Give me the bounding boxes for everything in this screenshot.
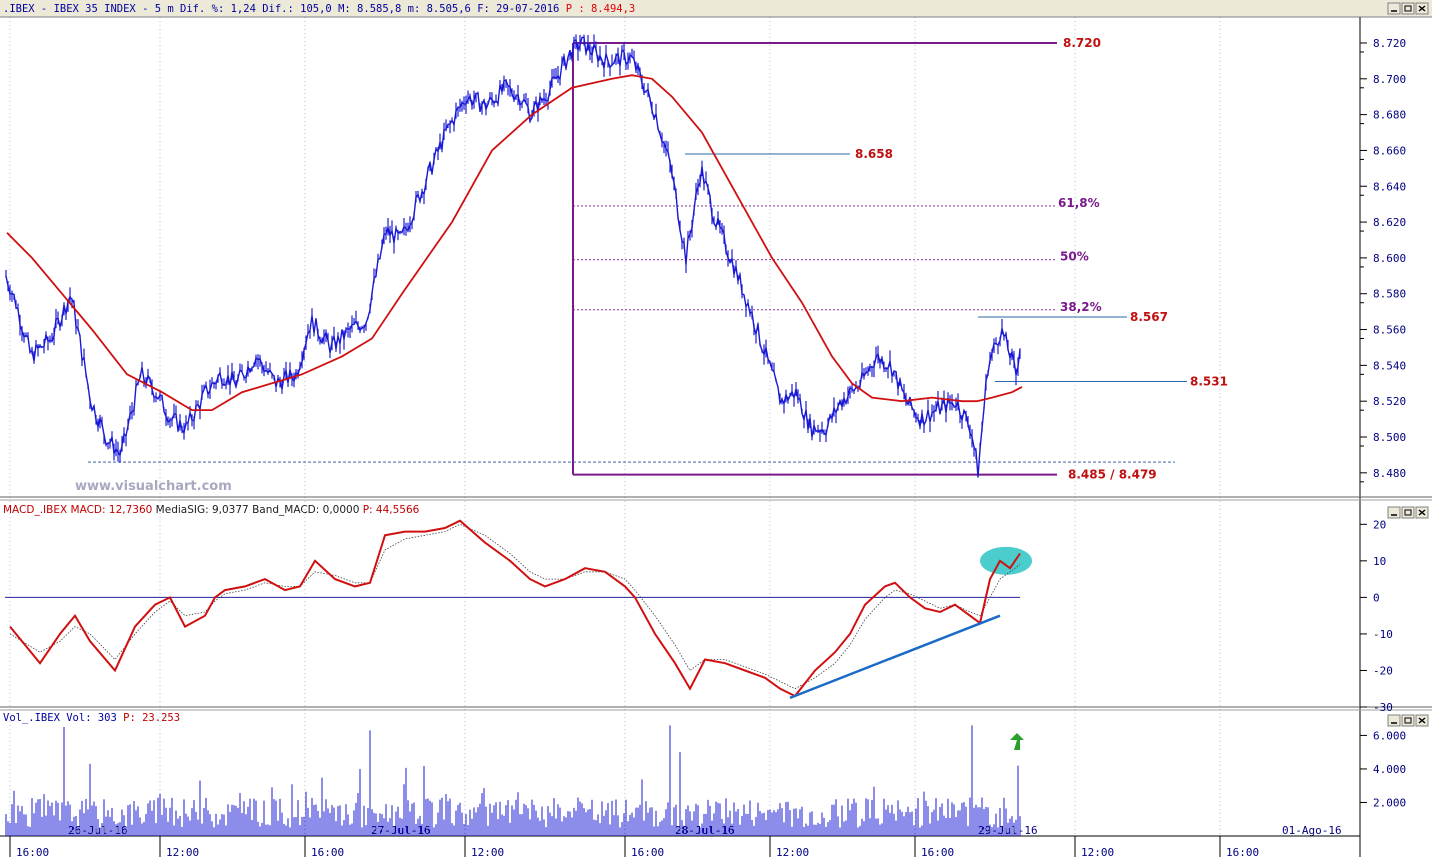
label-fib_50: 50%	[1060, 250, 1089, 264]
x-tick-label: 16:00	[311, 846, 344, 857]
price-tick-label: 8.680	[1373, 109, 1406, 122]
window-min-button[interactable]	[1387, 714, 1401, 727]
price-tick-label: 8.700	[1373, 73, 1406, 86]
price-tick-label: 8.480	[1373, 467, 1406, 480]
macd-tick-label: -10	[1373, 628, 1393, 641]
volume-tick-label: 4.000	[1373, 763, 1406, 776]
window-max-button[interactable]	[1401, 506, 1415, 519]
maximize-icon	[1404, 5, 1412, 12]
macd-tick-label: 10	[1373, 555, 1386, 568]
macd-tick-label: 20	[1373, 518, 1386, 531]
price-annotations: 8.720 8.485 / 8.479 61,8% 50% 38,2% 8.658 8.56…	[88, 36, 1228, 482]
price-tick-label: 8.540	[1373, 359, 1406, 372]
window-min-button[interactable]	[1387, 506, 1401, 519]
label-8720: 8.720	[1063, 36, 1101, 50]
x-tick-label: 12:00	[776, 846, 809, 857]
title-bar	[0, 0, 1432, 17]
label-8658: 8.658	[855, 147, 893, 161]
x-tick-label: 12:00	[1081, 846, 1114, 857]
price-line	[5, 36, 1021, 478]
price-tick-label: 8.640	[1373, 180, 1406, 193]
header-text: .IBEX - IBEX 35 INDEX - 5 m Dif. %: 1,24…	[3, 3, 635, 15]
maximize-icon	[1404, 509, 1412, 516]
window-min-button[interactable]	[1387, 2, 1401, 15]
volume-bars	[5, 725, 1021, 836]
volume-y-axis: 6.000 4.000 2.000	[1360, 729, 1406, 809]
macd-trendline	[789, 614, 1001, 700]
label-fib_618: 61,8%	[1058, 196, 1100, 210]
price-series	[5, 34, 1023, 478]
date-label: 29-Jul-16	[978, 824, 1038, 837]
date-label: 28-Jul-16	[675, 824, 735, 837]
window-close-button[interactable]	[1415, 506, 1429, 519]
price-tick-label: 8.500	[1373, 431, 1406, 444]
maximize-icon	[1404, 717, 1412, 724]
date-label: 27-Jul-16	[371, 824, 431, 837]
price-tick-label: 8.560	[1373, 324, 1406, 337]
window-close-button[interactable]	[1415, 714, 1429, 727]
price-bars	[5, 34, 1021, 478]
macd-tick-label: 0	[1373, 591, 1380, 604]
price-tick-label: 8.600	[1373, 252, 1406, 265]
x-tick-label: 16:00	[1226, 846, 1259, 857]
macd-tick-label: -20	[1373, 664, 1393, 677]
macd-series	[5, 519, 1032, 700]
x-tick-label: 16:00	[631, 846, 664, 857]
window-max-button[interactable]	[1401, 714, 1415, 727]
up-arrow-icon	[1010, 733, 1024, 750]
label-fib_382: 38,2%	[1060, 300, 1102, 314]
label-8531: 8.531	[1190, 374, 1228, 388]
macd-header: MACD_.IBEX MACD: 12,7360 MediaSIG: 9,037…	[3, 504, 420, 516]
price-tick-label: 8.580	[1373, 288, 1406, 301]
macd-highlight	[980, 546, 1032, 575]
volume-tick-label: 6.000	[1373, 729, 1406, 742]
close-icon	[1418, 5, 1426, 12]
x-tick-label: 12:00	[471, 846, 504, 857]
date-label: 26-Jul-16	[68, 824, 128, 837]
close-icon	[1418, 717, 1426, 724]
moving-average-line	[6, 74, 1023, 411]
x-tick-label: 12:00	[166, 846, 199, 857]
price-tick-label: 8.620	[1373, 216, 1406, 229]
window-close-button[interactable]	[1415, 2, 1429, 15]
price-tick-label: 8.720	[1373, 37, 1406, 50]
date-label: 01-Ago-16	[1282, 824, 1342, 837]
macd-tick-label: -30	[1373, 701, 1393, 714]
price-tick-label: 8.660	[1373, 144, 1406, 157]
watermark: www.visualchart.com	[75, 479, 232, 494]
x-tick-label: 16:00	[16, 846, 49, 857]
time-axis: 16:00 12:00 16:00 12:00 16:00 12:00 16:00 12:00…	[9, 824, 1342, 859]
label-8567: 8.567	[1130, 310, 1168, 324]
price-tick-label: 8.520	[1373, 395, 1406, 408]
label-low: 8.485 / 8.479	[1068, 468, 1157, 482]
x-tick-label: 16:00	[921, 846, 954, 857]
volume-header: Vol_.IBEX Vol: 303 P: 23.253	[3, 712, 180, 724]
signal-line	[9, 523, 1021, 690]
macd-line	[9, 519, 1021, 698]
volume-tick-label: 2.000	[1373, 796, 1406, 809]
window-max-button[interactable]	[1401, 2, 1415, 15]
macd-y-axis: 20 10 0 -10 -20 -30	[1360, 518, 1393, 714]
close-icon	[1418, 509, 1426, 516]
price-y-axis: 8.720 8.700 8.680 8.660 8.640 8.620 8.600 8.580…	[1360, 37, 1406, 483]
